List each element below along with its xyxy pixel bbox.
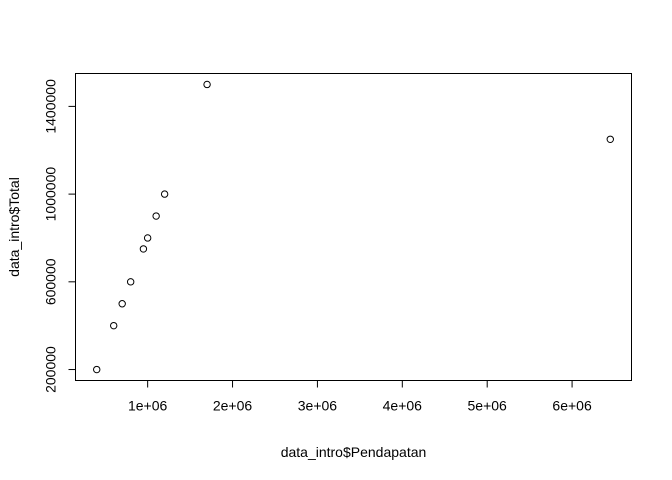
x-tick-label: 2e+06 [213, 398, 253, 414]
y-axis: 200000 600000 1000000 1400000 [43, 79, 76, 393]
y-tick-label: 1400000 [43, 79, 59, 134]
x-tick-label: 5e+06 [468, 398, 508, 414]
data-point [109, 321, 118, 330]
x-tick-label: 6e+06 [552, 398, 592, 414]
y-axis-label: data_intro$Total [6, 177, 22, 277]
y-tick-label: 1000000 [43, 167, 59, 222]
x-tick-label: 1e+06 [128, 398, 168, 414]
data-point [203, 80, 211, 89]
data-point [606, 135, 614, 143]
data-point [126, 278, 135, 286]
x-axis-label: data_intro$Pendapatan [281, 444, 427, 460]
data-point [118, 300, 126, 308]
data-points [93, 80, 614, 374]
x-tick-label: 4e+06 [383, 398, 423, 414]
y-tick-label: 200000 [43, 346, 59, 393]
data-point [139, 245, 148, 253]
data-point [93, 365, 101, 374]
y-tick-label: 600000 [43, 258, 59, 305]
x-axis: 1e+06 2e+06 3e+06 4e+06 5e+06 6e+06 [128, 380, 592, 414]
plot-frame [75, 73, 632, 381]
data-point [143, 234, 152, 242]
data-point [160, 190, 169, 198]
data-point [152, 212, 160, 220]
x-tick-label: 3e+06 [298, 398, 338, 414]
